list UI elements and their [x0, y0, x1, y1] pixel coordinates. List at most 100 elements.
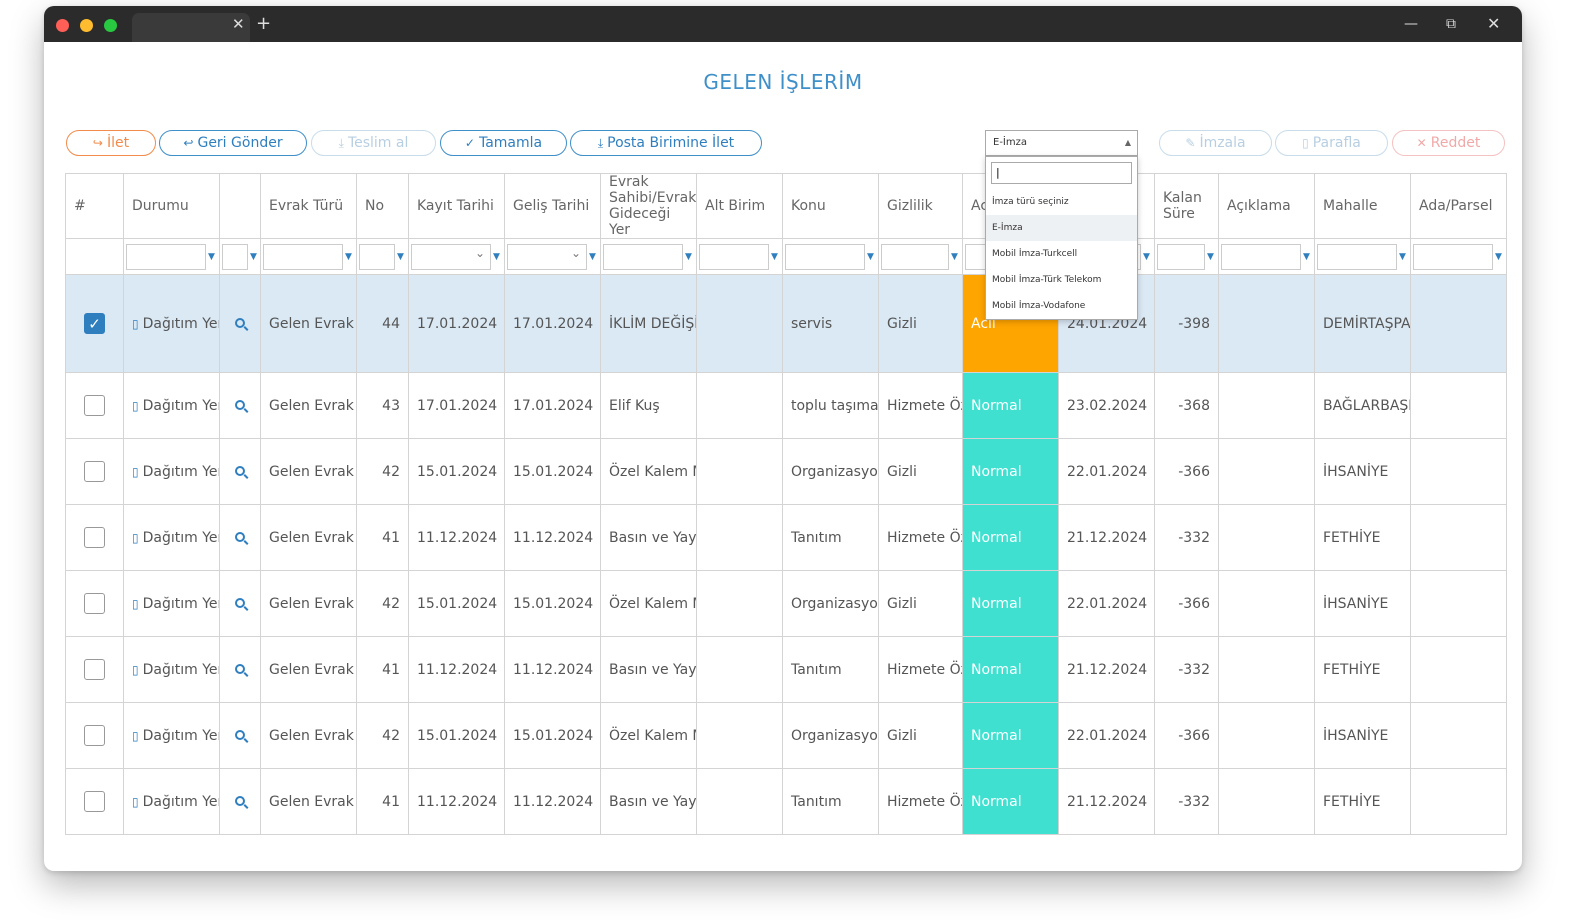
minimize-window-dot[interactable] — [80, 19, 93, 32]
zoom-icon[interactable] — [235, 597, 245, 608]
column-header[interactable]: Kalan Süre — [1154, 173, 1219, 239]
row-checkbox[interactable] — [84, 725, 105, 746]
column-header[interactable]: # — [65, 173, 124, 239]
filter-input[interactable] — [1413, 243, 1493, 270]
dropdown-option[interactable]: İmza türü seçiniz — [992, 197, 1069, 207]
filter-funnel-icon[interactable]: ▼ — [1495, 251, 1502, 262]
browser-tab[interactable] — [132, 13, 250, 42]
description-cell — [1218, 702, 1315, 769]
maximize-window-dot[interactable] — [104, 19, 117, 32]
filter-date-select[interactable] — [411, 243, 491, 270]
posta-birimine-ilet-button[interactable]: ⤓ Posta Birimine İlet — [570, 130, 762, 156]
table-row[interactable]: ✓ ▯Dağıtım Yerine Sevk-Bilgi Gelen Evrak44… — [65, 274, 1507, 373]
column-header[interactable]: Alt Birim — [696, 173, 783, 239]
arrival-date-cell: 15.01.2024 — [504, 702, 601, 769]
filter-date-select[interactable] — [507, 243, 587, 270]
column-header[interactable]: Mahalle — [1314, 173, 1411, 239]
geri-gonder-button[interactable]: ↩ Geri Gönder — [159, 130, 307, 156]
column-header[interactable]: Geliş Tarihi — [504, 173, 601, 239]
filter-input[interactable] — [359, 243, 395, 270]
column-header[interactable]: Ada/Parsel — [1410, 173, 1507, 239]
filter-input[interactable] — [785, 243, 865, 270]
table-row[interactable]: ▯Dağıtım Yerine Sevk-BilgiGelen Evrak411… — [65, 504, 1507, 571]
zoom-icon[interactable] — [235, 795, 245, 806]
filter-input[interactable] — [222, 243, 248, 270]
zoom-icon[interactable] — [235, 399, 245, 410]
subject-cell: Tanıtım — [782, 636, 879, 703]
dropdown-option[interactable]: Mobil İmza-Vodafone — [992, 301, 1086, 311]
zoom-icon[interactable] — [235, 663, 245, 674]
minimize-icon[interactable]: — — [1404, 16, 1418, 32]
row-checkbox[interactable] — [84, 461, 105, 482]
zoom-icon[interactable] — [235, 531, 245, 542]
table-row[interactable]: ▯Dağıtım Yerine Sevk-BilgiGelen Evrak421… — [65, 702, 1507, 769]
dropdown-option[interactable]: Mobil İmza-Turkcell — [992, 249, 1078, 259]
column-header[interactable]: Evrak Sahibi/Evrak Gideceği Yer — [600, 173, 697, 239]
signature-type-select[interactable]: E-İmza ▲ — [985, 130, 1138, 156]
reddet-button[interactable]: ✕ Reddet — [1392, 130, 1505, 156]
priority-cell: Normal — [962, 768, 1059, 835]
column-header[interactable]: Konu — [782, 173, 879, 239]
filter-funnel-icon[interactable]: ▼ — [1207, 251, 1214, 262]
filter-input[interactable] — [263, 243, 343, 270]
row-checkbox[interactable] — [84, 791, 105, 812]
ilet-button[interactable]: ↪ İlet — [66, 130, 156, 156]
teslim-al-button[interactable]: ⤓ Teslim al — [311, 130, 436, 156]
dropdown-search-input[interactable]: | — [991, 162, 1132, 184]
filter-row: ▼ ▼ ▼ ▼ ▼ ▼ ▼ ▼ ▼ ▼ ▼ ▼ ▼ ▼ ▼ ▼ — [65, 238, 1507, 275]
filter-funnel-icon[interactable]: ▼ — [951, 251, 958, 262]
column-header[interactable]: Kayıt Tarihi — [408, 173, 505, 239]
filter-funnel-icon[interactable]: ▼ — [685, 251, 692, 262]
table-row[interactable]: ▯Dağıtım Yerine Sevk-BilgiGelen Evrak411… — [65, 636, 1507, 703]
column-header[interactable]: No — [356, 173, 409, 239]
filter-funnel-icon[interactable]: ▼ — [589, 251, 596, 262]
new-tab-icon[interactable]: + — [256, 13, 272, 34]
filter-funnel-icon[interactable]: ▼ — [250, 251, 257, 262]
filter-input[interactable] — [126, 243, 206, 270]
table-row[interactable]: ▯Dağıtım Yerine Sevk-BilgiGelen Evrak411… — [65, 768, 1507, 835]
filter-input[interactable] — [699, 243, 769, 270]
tab-close-icon[interactable]: ✕ — [232, 15, 245, 33]
row-checkbox[interactable] — [84, 659, 105, 680]
filter-funnel-icon[interactable]: ▼ — [867, 251, 874, 262]
column-header[interactable]: Açıklama — [1218, 173, 1315, 239]
table-row[interactable]: ▯Dağıtım Yerine Sevk-BilgiGelen Evrak421… — [65, 570, 1507, 637]
filter-input[interactable] — [1157, 243, 1205, 270]
filter-funnel-icon[interactable]: ▼ — [1399, 251, 1406, 262]
column-header[interactable] — [219, 173, 261, 239]
table-row[interactable]: ▯Dağıtım Yerine Sevk-BilgiGelen Evrak421… — [65, 438, 1507, 505]
privacy-cell: Hizmete Özel — [878, 372, 963, 439]
filter-funnel-icon[interactable]: ▼ — [493, 251, 500, 262]
filter-funnel-icon[interactable]: ▼ — [771, 251, 778, 262]
filter-funnel-icon[interactable]: ▼ — [397, 251, 404, 262]
filter-funnel-icon[interactable]: ▼ — [1143, 251, 1150, 262]
dropdown-option[interactable]: Mobil İmza-Türk Telekom — [992, 275, 1102, 285]
row-checkbox[interactable] — [84, 395, 105, 416]
row-checkbox[interactable]: ✓ — [84, 313, 105, 334]
zoom-icon[interactable] — [235, 465, 245, 476]
column-header[interactable]: Evrak Türü — [260, 173, 357, 239]
tamamla-button[interactable]: ✓ Tamamla — [440, 130, 567, 156]
table-row[interactable]: ▯Dağıtım Yerine Sevk-BilgiGelen Evrak431… — [65, 372, 1507, 439]
close-window-dot[interactable] — [56, 19, 69, 32]
dropdown-option[interactable]: E-İmza — [986, 215, 1137, 241]
filter-input[interactable] — [1317, 243, 1397, 270]
filter-funnel-icon[interactable]: ▼ — [208, 251, 215, 262]
filter-funnel-icon[interactable]: ▼ — [1303, 251, 1310, 262]
filter-funnel-icon[interactable]: ▼ — [345, 251, 352, 262]
parafla-button[interactable]: ▯ Parafla — [1275, 130, 1388, 156]
close-icon[interactable]: ✕ — [1487, 14, 1501, 33]
restore-icon[interactable]: ⧉ — [1446, 16, 1456, 32]
row-checkbox[interactable] — [84, 593, 105, 614]
filter-input[interactable] — [1221, 243, 1301, 270]
filter-input[interactable] — [881, 243, 949, 270]
filter-input[interactable] — [603, 243, 683, 270]
imzala-button[interactable]: ✎ İmzala — [1159, 130, 1272, 156]
zoom-icon[interactable] — [235, 729, 245, 740]
district-cell: FETHİYE — [1314, 636, 1411, 703]
row-checkbox[interactable] — [84, 527, 105, 548]
column-header[interactable]: Gizlilik — [878, 173, 963, 239]
zoom-icon[interactable] — [235, 317, 245, 328]
column-header[interactable]: Durumu — [123, 173, 220, 239]
filter-cell: ▼ — [504, 238, 601, 275]
